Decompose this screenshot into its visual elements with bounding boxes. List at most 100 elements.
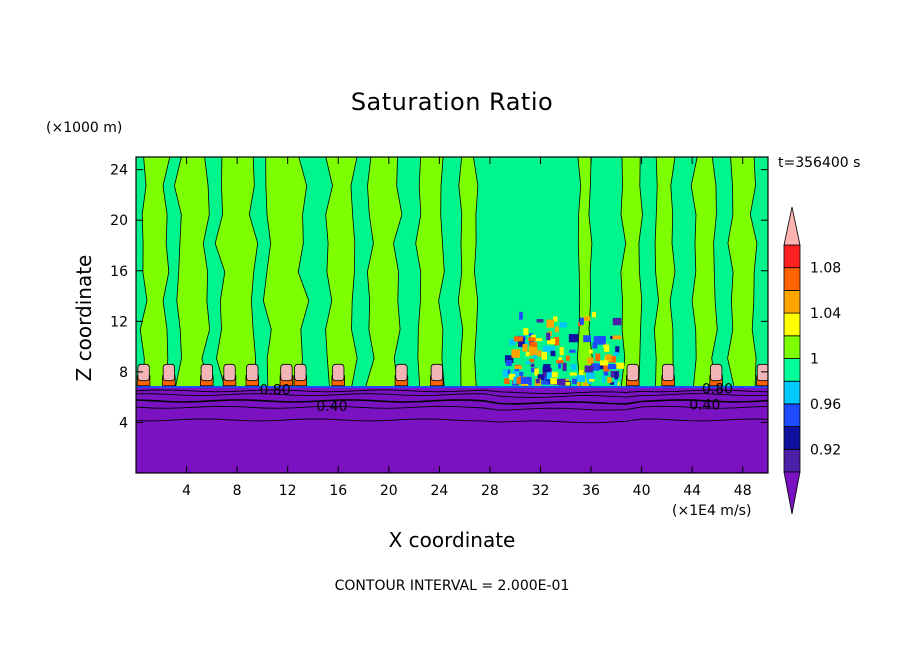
colorbar: 0.92 0.96 1 1.04 1.08 — [783, 206, 841, 515]
contour-line — [136, 389, 768, 395]
colorbar-over-arrow — [783, 206, 801, 246]
turbulence-cell — [504, 355, 514, 364]
contour-line — [136, 405, 768, 411]
turbulence-cell — [529, 342, 538, 348]
turbulence-cell — [599, 360, 609, 366]
turbulence-cell — [531, 367, 538, 373]
x-tick-label: 16 — [329, 483, 347, 499]
turbulence-cell — [612, 335, 622, 340]
x-tick-label: 12 — [279, 483, 297, 499]
turbulence-cell — [605, 354, 612, 362]
colorbar-bin — [783, 312, 801, 337]
turbulence-cell — [533, 354, 537, 359]
turbulence-cell — [558, 357, 563, 362]
colorbar-bin — [783, 335, 801, 359]
turbulence-cell — [520, 377, 530, 384]
contour-interval-note: CONTOUR INTERVAL = 2.000E-01 — [334, 578, 570, 594]
turbulence-cell — [530, 363, 535, 368]
contour-label: 0.80 — [702, 381, 733, 397]
time-label: t=356400 s — [778, 155, 861, 171]
turbulence-cell — [525, 351, 530, 357]
turbulence-cell — [536, 319, 544, 323]
turbulence-cell — [528, 337, 536, 342]
cap-blob — [280, 363, 293, 382]
turbulence-cell — [592, 342, 598, 349]
turbulence-cell — [607, 363, 617, 370]
x-tick-label: 24 — [430, 483, 448, 499]
turbulence-cell — [547, 338, 556, 345]
cap-blob — [200, 363, 213, 382]
x-tick-label: 44 — [683, 483, 701, 499]
contour-label: 0.40 — [316, 399, 347, 415]
turbulence-cell — [613, 352, 619, 357]
colorbar-tick-label: 1 — [810, 352, 819, 368]
turbulence-cell — [602, 375, 606, 383]
cap-blob — [395, 363, 408, 382]
x-tick-label: 40 — [633, 483, 651, 499]
y-tick-label: 4 — [119, 415, 128, 431]
turbulence-cell — [512, 370, 519, 378]
turbulence-cell — [537, 350, 542, 357]
cap-blob — [294, 363, 307, 382]
x-tick-label: 4 — [182, 483, 191, 499]
turbulence-cell — [514, 366, 523, 369]
colorbar-bin — [783, 244, 801, 269]
turbulence-cell — [509, 339, 516, 346]
turbulence-cell — [554, 326, 559, 333]
cap-blob — [626, 363, 639, 382]
turbulence-cell — [607, 377, 612, 384]
turbulence-cell — [514, 367, 520, 373]
turbulence-cell — [583, 335, 591, 343]
turbulence-cell — [579, 317, 584, 325]
turbulence-cell — [519, 311, 523, 320]
turbulence-cell — [552, 379, 562, 386]
turbulence-cell — [529, 358, 535, 363]
turbulence-cell — [572, 378, 577, 385]
turbulence-cell — [505, 360, 512, 367]
turbulence-cell — [591, 363, 600, 371]
x-axis-unit: (×1E4 m/s) — [672, 503, 752, 519]
contour-label: 0.40 — [689, 398, 720, 414]
colorbar-bin — [783, 289, 801, 314]
turbulence-cell — [578, 369, 584, 379]
x-tick-label: 36 — [582, 483, 600, 499]
turbulence-cell — [577, 375, 586, 383]
turbulence-cell — [522, 344, 528, 352]
colorbar-bin — [783, 426, 801, 450]
turbulence-cell — [504, 378, 510, 384]
cap-blob — [710, 363, 723, 382]
x-tick-label: 32 — [532, 483, 550, 499]
y-tick-label: 16 — [110, 264, 128, 280]
turbulence-cell — [523, 328, 529, 336]
turbulence-cell — [593, 336, 602, 344]
colorbar-bin — [783, 448, 801, 473]
turbulence-cell — [513, 336, 523, 342]
turbulence-cell — [615, 362, 624, 369]
x-tick-label: 8 — [233, 483, 242, 499]
x-tick-label: 28 — [481, 483, 499, 499]
cap-blob — [246, 363, 259, 382]
z-axis-unit: (×1000 m) — [46, 120, 123, 136]
x-axis-label: X coordinate — [388, 528, 516, 552]
contour-label: 0.80 — [259, 383, 290, 399]
turbulence-cell — [509, 373, 516, 380]
turbulence-cell — [556, 360, 564, 364]
turbulence-cell — [577, 382, 581, 386]
contour-line — [136, 393, 768, 398]
turbulence-cell — [569, 349, 576, 353]
turbulence-cell — [546, 371, 552, 381]
turbulence-cell — [612, 317, 622, 326]
turbulence-cell — [525, 361, 531, 364]
colorbar-under-arrow — [783, 471, 801, 515]
turbulence-cell — [550, 377, 558, 385]
turbulence-cell — [543, 373, 549, 381]
chart-title: Saturation Ratio — [350, 88, 554, 116]
turbulence-cell — [613, 379, 618, 386]
turbulence-cell — [583, 382, 588, 386]
turbulence-cell — [547, 346, 556, 351]
turbulence-cell — [592, 311, 597, 318]
turbulence-cell — [562, 362, 567, 372]
contour-line — [136, 399, 768, 405]
